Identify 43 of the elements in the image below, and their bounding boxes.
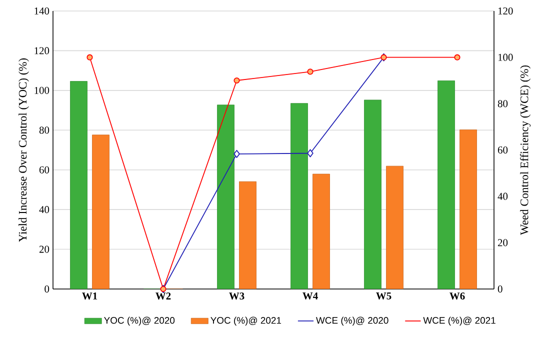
y2-tick-label: 20 [498, 239, 508, 246]
y-tick-label: 20 [39, 246, 50, 253]
x-tick-label: W6 [450, 292, 465, 300]
bar [364, 100, 382, 289]
point [86, 54, 93, 60]
y-axis-title: Yield Increase Over Control (YOC) (%) [18, 58, 29, 242]
y2-tick-label: 120 [498, 7, 513, 15]
y2-tick-label: 60 [498, 146, 508, 154]
bar [438, 80, 455, 289]
point [234, 77, 240, 84]
bar [217, 104, 234, 289]
bar [460, 130, 477, 289]
y-tick-label: 140 [34, 7, 50, 15]
legend-label: YOC (%)@ 2020 [104, 316, 175, 326]
y-tick-label: 100 [34, 86, 50, 94]
y-tick-label: 80 [39, 126, 50, 134]
bar [239, 181, 256, 289]
y-tick-label: 0 [44, 285, 50, 293]
bar [92, 134, 110, 289]
point [307, 68, 314, 75]
point [454, 54, 460, 60]
bar [70, 81, 88, 289]
x-tick-label: W5 [376, 292, 392, 300]
legend-label: WCE (%)@ 2021 [423, 316, 496, 326]
y-tick-label: 40 [39, 206, 50, 214]
legend-label: WCE (%)@ 2020 [316, 316, 388, 326]
point [307, 149, 314, 158]
y2-tick-label: 0 [498, 285, 502, 293]
y-tick-label: 120 [34, 47, 50, 54]
y2-axis-title: Weed Control Efficiency (WCE) (%) [520, 65, 531, 235]
legend-label: YOC (%)@ 2021 [210, 316, 282, 326]
y2-tick-label: 100 [498, 54, 513, 61]
point [234, 150, 240, 158]
bar [386, 166, 404, 289]
x-tick-label: W3 [229, 292, 244, 300]
y-tick-label: 60 [39, 166, 50, 174]
x-tick-label: W4 [302, 292, 318, 300]
bar [312, 174, 330, 289]
x-tick-label: W2 [156, 292, 171, 300]
x-tick-label: W1 [82, 292, 98, 300]
y2-tick-label: 40 [498, 192, 508, 200]
y2-tick-label: 80 [498, 100, 508, 108]
bar [290, 103, 308, 289]
